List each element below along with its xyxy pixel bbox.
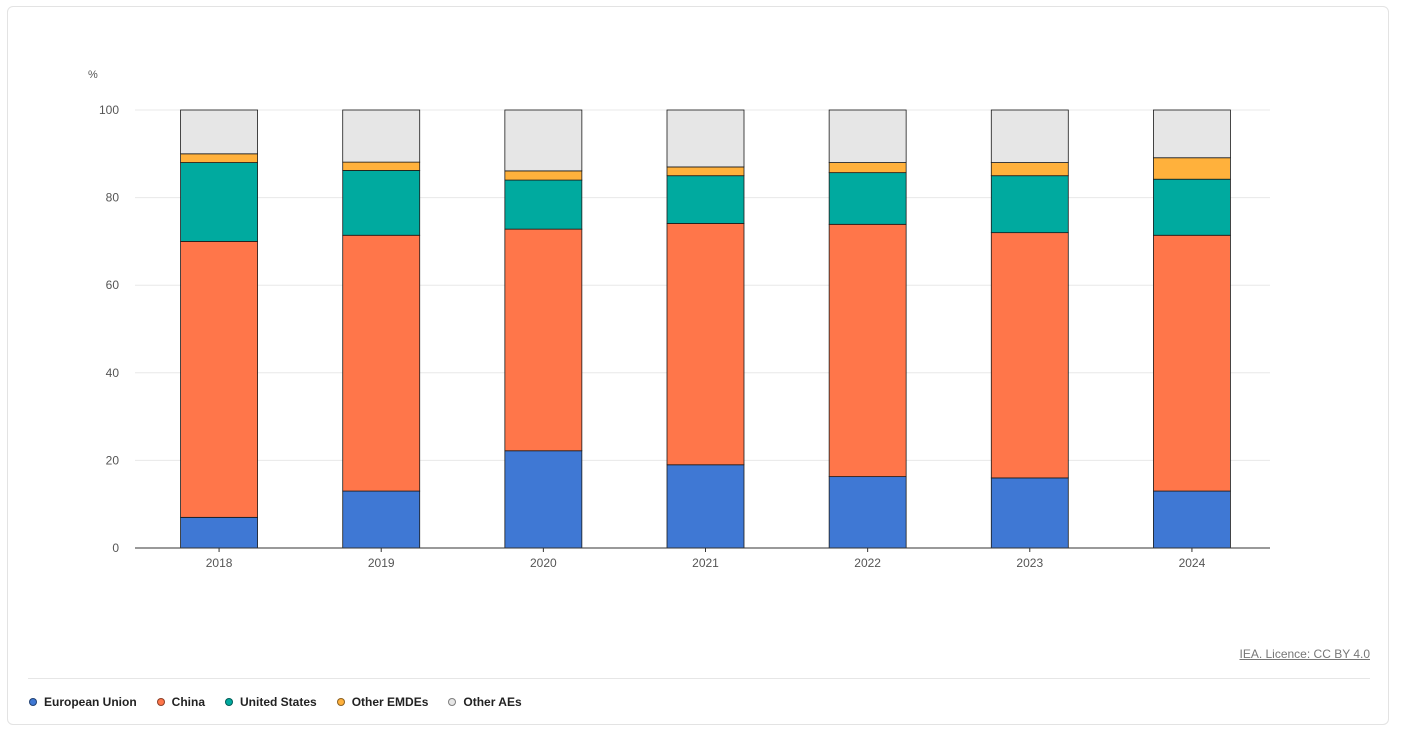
y-tick-label: 80	[106, 191, 120, 205]
bar-segment[interactable]	[180, 240, 258, 518]
bar-segment[interactable]	[828, 162, 907, 174]
bar-segment[interactable]	[180, 153, 258, 163]
legend-item[interactable]: China	[156, 695, 206, 709]
bar-segment[interactable]	[504, 170, 583, 181]
y-tick-label: 60	[106, 278, 120, 292]
legend-divider	[28, 678, 1370, 679]
bar-segment[interactable]	[504, 450, 583, 549]
bar-segment[interactable]	[990, 477, 1069, 549]
legend-item[interactable]: United States	[225, 695, 317, 709]
x-tick-label: 2020	[530, 556, 557, 570]
bar-segment[interactable]	[990, 175, 1069, 234]
bar-segment[interactable]	[504, 228, 583, 452]
bar-segment[interactable]	[342, 234, 421, 492]
bar-segment[interactable]	[342, 161, 421, 171]
legend-label: China	[171, 695, 206, 709]
y-tick-label: 100	[99, 103, 119, 117]
y-tick-label: 0	[112, 541, 119, 555]
bar-segment[interactable]	[828, 172, 907, 225]
bar-segment[interactable]	[342, 170, 421, 236]
bar-segment[interactable]	[666, 166, 745, 177]
x-tick-label: 2018	[206, 556, 233, 570]
bar-segment[interactable]	[990, 162, 1069, 177]
bar-segment[interactable]	[180, 162, 258, 242]
bar-segment[interactable]	[1153, 157, 1231, 180]
legend-label: European Union	[44, 695, 137, 709]
legend-swatch-icon	[29, 698, 37, 706]
x-tick-label: 2022	[854, 556, 881, 570]
legend-swatch-icon	[225, 698, 234, 706]
y-tick-label: 20	[106, 453, 120, 467]
bar-segment[interactable]	[666, 223, 745, 466]
bar-segment[interactable]	[1153, 490, 1231, 549]
bar-segment[interactable]	[990, 232, 1069, 479]
legend-item[interactable]: European Union	[29, 695, 137, 709]
legend-label: Other AEs	[463, 695, 522, 709]
x-tick-label: 2024	[1179, 556, 1206, 570]
bar-segment[interactable]	[1153, 234, 1231, 492]
legend-label: United States	[240, 695, 317, 709]
x-tick-label: 2019	[368, 556, 395, 570]
bar-segment[interactable]	[828, 109, 907, 163]
legend: European Union China United States Other EM…	[29, 695, 522, 709]
legend-swatch-icon	[448, 698, 457, 706]
x-tick-label: 2021	[692, 556, 719, 570]
bar-segment[interactable]	[504, 109, 583, 172]
bar-segment[interactable]	[504, 179, 583, 230]
bar-segment[interactable]	[342, 109, 421, 163]
bar-segment[interactable]	[828, 223, 907, 478]
bars	[180, 109, 1231, 549]
y-axis-unit-label: %	[88, 69, 98, 81]
legend-item[interactable]: Other AEs	[448, 695, 522, 709]
bar-segment[interactable]	[180, 516, 258, 549]
y-tick-label: 40	[106, 366, 120, 380]
bar-segment[interactable]	[666, 464, 745, 549]
bar-segment[interactable]	[180, 109, 258, 155]
legend-item[interactable]: Other EMDEs	[336, 695, 429, 709]
bar-segment[interactable]	[1153, 178, 1231, 236]
legend-swatch-icon	[336, 698, 345, 706]
x-tick-label: 2023	[1016, 556, 1043, 570]
bar-segment[interactable]	[342, 490, 421, 549]
legend-swatch-icon	[156, 698, 165, 706]
bar-segment[interactable]	[828, 476, 907, 549]
bar-segment[interactable]	[666, 109, 745, 168]
bar-segment[interactable]	[666, 175, 745, 224]
bar-segment[interactable]	[990, 109, 1069, 163]
legend-label: Other EMDEs	[351, 695, 429, 709]
licence-link[interactable]: IEA. Licence: CC BY 4.0	[1239, 647, 1370, 661]
axes: 0 20 40 60 80 100 2018 2019 2020 2021 2022 2023 2024	[99, 103, 1270, 570]
bar-segment[interactable]	[1153, 109, 1231, 159]
